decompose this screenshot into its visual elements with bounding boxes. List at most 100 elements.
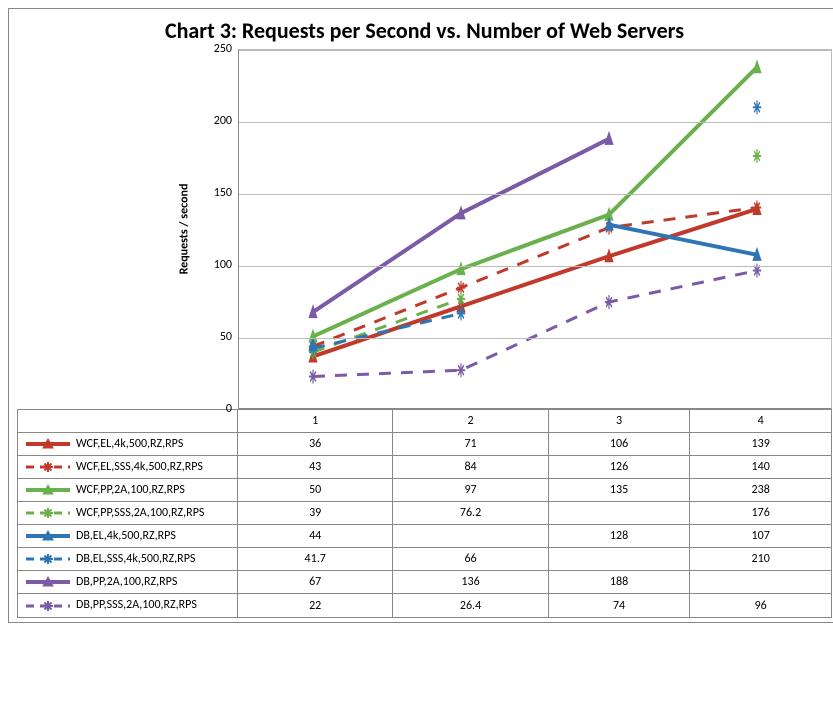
data-cell: 238 [690,478,832,501]
table-row: DB,PP,2A,100,RZ,RPS 67136188 [18,571,832,594]
legend-marker-icon [24,599,72,613]
series-name-label: DB,EL,4k,500,RZ,RPS [76,529,176,543]
data-cell: 97 [393,478,548,501]
series-marker [605,295,613,309]
series-marker [457,363,465,377]
category-header: 2 [393,409,548,432]
series-legend-cell: DB,EL,SSS,4k,500,RZ,RPS [18,548,238,571]
legend-marker-icon [24,506,72,520]
data-cell: 126 [548,455,690,478]
data-cell: 128 [548,525,690,548]
data-cell: 36 [238,432,393,455]
series-line [313,208,757,355]
data-cell: 43 [238,455,393,478]
series-name-label: DB,EL,SSS,4k,500,RZ,RPS [76,552,195,566]
data-cell: 71 [393,432,548,455]
data-table: 1234WCF,EL,4k,500,RZ,RPS3671106139WCF,EL… [17,409,832,618]
series-name-label: WCF,EL,SSS,4k,500,RZ,RPS [76,460,203,474]
series-line [313,67,757,336]
data-cell: 84 [393,455,548,478]
data-cell: 107 [690,525,832,548]
chart-lines-svg [239,50,831,408]
legend-marker-icon [24,575,72,589]
series-legend-cell: WCF,EL,SSS,4k,500,RZ,RPS [18,455,238,478]
chart-body: Requests / second 050100150200250 [9,49,833,409]
series-name-label: WCF,PP,SSS,2A,100,RZ,RPS [76,506,204,520]
data-cell [548,501,690,524]
series-line [313,313,461,348]
series-legend-cell: DB,EL,4k,500,RZ,RPS [18,525,238,548]
data-cell: 136 [393,571,548,594]
series-marker [457,291,465,305]
data-cell [548,548,690,571]
category-row: 1234 [18,409,832,432]
data-cell: 74 [548,594,690,617]
y-tick-label: 50 [220,330,232,344]
data-cell: 66 [393,548,548,571]
series-name-label: DB,PP,2A,100,RZ,RPS [76,575,177,589]
series-legend-cell: DB,PP,SSS,2A,100,RZ,RPS [18,594,238,617]
data-cell: 176 [690,501,832,524]
legend-marker-icon [24,437,72,451]
table-row: DB,EL,4k,500,RZ,RPS 44 128107 [18,525,832,548]
plot-area [238,49,832,409]
table-row: WCF,PP,2A,100,RZ,RPS5097135238 [18,478,832,501]
table-row: DB,EL,SSS,4k,500,RZ,RPS 41.766 210 [18,548,832,571]
gridline [239,122,831,123]
gridline [239,266,831,267]
data-cell: 76.2 [393,501,548,524]
data-cell [690,571,832,594]
series-marker [457,306,465,320]
y-axis-label-text: Requests / second [177,183,191,274]
data-cell: 41.7 [238,548,393,571]
series-legend-cell: WCF,PP,SSS,2A,100,RZ,RPS [18,501,238,524]
y-axis-label: Requests / second [170,49,198,409]
series-legend-cell: DB,PP,2A,100,RZ,RPS [18,571,238,594]
series-marker [753,149,761,163]
y-tick-label: 100 [214,258,232,272]
data-cell: 67 [238,571,393,594]
series-marker [309,341,317,355]
data-table-wrap: 1234WCF,EL,4k,500,RZ,RPS3671106139WCF,EL… [9,409,833,622]
data-cell: 39 [238,501,393,524]
legend-marker-icon [24,529,72,543]
data-cell: 106 [548,432,690,455]
data-cell: 26.4 [393,594,548,617]
series-marker [753,100,761,114]
category-header: 1 [238,409,393,432]
series-name-label: WCF,PP,2A,100,RZ,RPS [76,483,185,497]
series-marker [309,369,317,383]
table-row: DB,PP,SSS,2A,100,RZ,RPS 2226.47496 [18,594,832,617]
data-cell: 44 [238,525,393,548]
series-marker [753,60,761,73]
y-tick-label: 0 [226,402,232,416]
category-header: 3 [548,409,690,432]
y-tick-column: 050100150200250 [198,49,238,409]
gridline [239,194,831,195]
data-cell: 96 [690,594,832,617]
legend-column-header [18,409,238,432]
legend-marker-icon [24,460,72,474]
data-cell: 50 [238,478,393,501]
series-marker [753,200,761,214]
legend-marker-icon [24,483,72,497]
data-cell: 140 [690,455,832,478]
data-cell: 139 [690,432,832,455]
y-tick-label: 250 [214,42,232,56]
chart-title: Chart 3: Requests per Second vs. Number … [9,9,833,49]
gridline [239,338,831,339]
category-header: 4 [690,409,832,432]
gridline [239,50,831,51]
data-cell: 210 [690,548,832,571]
table-row: WCF,EL,4k,500,RZ,RPS 3671106139 [18,432,832,455]
chart-container: Chart 3: Requests per Second vs. Number … [8,8,833,623]
series-line [313,270,757,376]
data-cell [393,525,548,548]
series-name-label: DB,PP,SSS,2A,100,RZ,RPS [76,598,197,612]
y-tick-label: 150 [214,186,232,200]
series-legend-cell: WCF,EL,4k,500,RZ,RPS [18,432,238,455]
data-cell: 22 [238,594,393,617]
series-name-label: WCF,EL,4k,500,RZ,RPS [76,437,183,451]
data-cell: 188 [548,571,690,594]
legend-marker-icon [24,552,72,566]
